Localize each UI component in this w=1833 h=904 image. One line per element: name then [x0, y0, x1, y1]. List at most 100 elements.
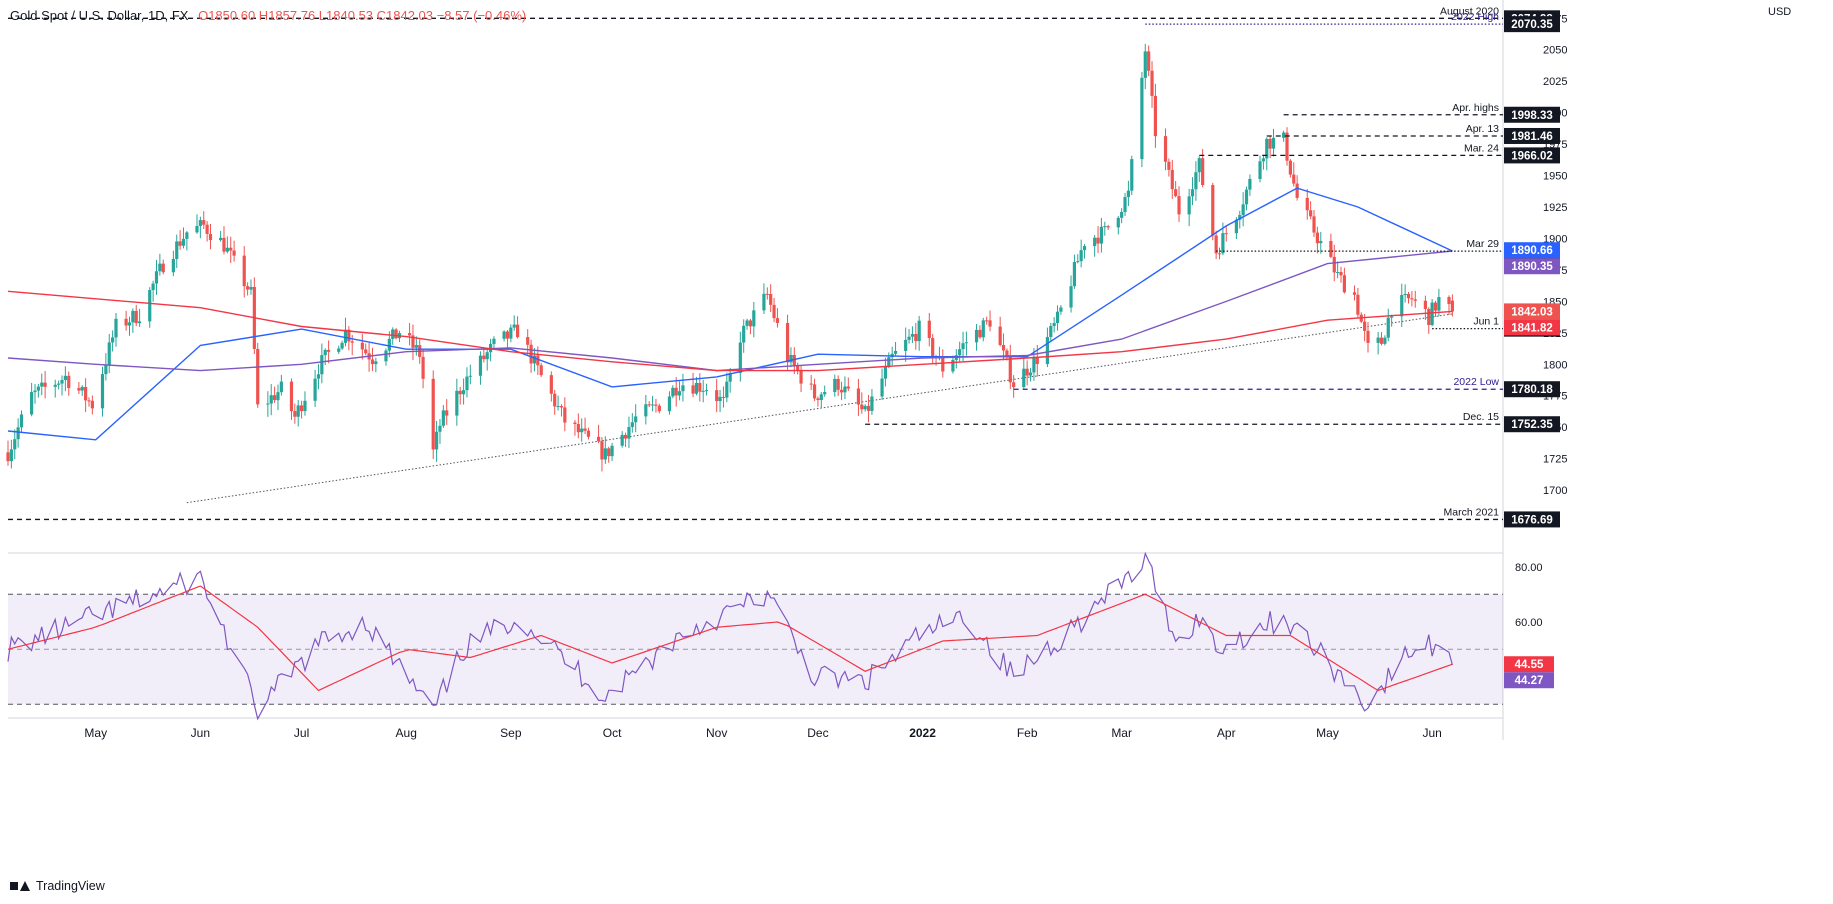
candle [90, 395, 94, 415]
candle-body [1082, 246, 1087, 251]
candle-body [654, 404, 658, 406]
candle-body [1005, 350, 1009, 358]
candle-body [819, 394, 823, 401]
candle-body [951, 359, 955, 372]
candle [461, 378, 466, 405]
candle [421, 349, 425, 389]
candle [478, 351, 483, 385]
candle [1093, 234, 1097, 257]
candle [1238, 210, 1242, 229]
candle-body [914, 333, 918, 342]
candle [33, 384, 37, 404]
candle [1244, 186, 1249, 211]
candle-body [974, 329, 979, 343]
candle [607, 446, 611, 463]
candle-body [607, 448, 611, 457]
time-axis: May Jun Jul Aug Sep Oct Nov Dec 2022 Feb Mar Apr May… [84, 726, 1441, 740]
candle-body [1055, 311, 1060, 324]
candle [769, 284, 773, 313]
candle-body [785, 322, 790, 363]
candle [1170, 159, 1174, 199]
candle [1130, 155, 1134, 196]
candle [927, 312, 931, 347]
candle-body [765, 293, 769, 295]
candle-body [208, 233, 213, 241]
candle [1167, 158, 1171, 177]
candle-body [445, 410, 449, 416]
candle-body [1217, 253, 1222, 255]
candle-body [1376, 337, 1380, 343]
candle [246, 282, 250, 296]
candle [704, 383, 709, 396]
candle [1045, 327, 1050, 368]
candle [441, 405, 445, 428]
candle-body [856, 388, 861, 405]
candle [1410, 291, 1414, 307]
candle-body [1126, 190, 1131, 198]
candle-body [1201, 158, 1205, 186]
candle [694, 376, 699, 396]
candle [698, 373, 702, 402]
candle [225, 236, 229, 254]
candle [1309, 201, 1313, 220]
candle-body [293, 411, 297, 417]
candle-body [131, 310, 135, 323]
candle [276, 384, 280, 411]
time-tick-label: Jun [191, 726, 210, 740]
candle [1433, 300, 1438, 317]
candle-body [931, 338, 935, 357]
candle-body [249, 287, 253, 290]
level-price-badge: 1998.33 [1504, 106, 1560, 123]
candle [502, 330, 506, 342]
candle-body [458, 390, 462, 395]
candle [40, 373, 44, 396]
candle [127, 316, 132, 336]
candle-body [63, 375, 67, 381]
candle [745, 318, 749, 330]
candle-body [515, 324, 520, 338]
candle-body [796, 365, 800, 371]
time-tick-label: Aug [396, 726, 417, 740]
candle-body [586, 430, 591, 437]
candle-body [927, 320, 931, 339]
candle [360, 333, 364, 360]
candle-body [40, 382, 44, 387]
tradingview-logo[interactable]: TradingView [10, 879, 105, 893]
candle-body [296, 405, 300, 417]
candle [1211, 182, 1215, 241]
candle-body [154, 271, 159, 284]
candle [455, 378, 459, 426]
candle-body [1170, 169, 1174, 190]
candle-body [671, 387, 675, 397]
candle-body [502, 331, 506, 339]
candle [434, 420, 439, 462]
candle [391, 327, 395, 345]
candle-body [1022, 368, 1026, 388]
candle-body [941, 357, 945, 372]
candle [148, 287, 152, 328]
candle [1201, 148, 1205, 188]
candle-body [1012, 382, 1016, 388]
candle [171, 250, 175, 277]
candle-body [1096, 237, 1100, 244]
candle [185, 231, 189, 251]
candle-body [860, 404, 864, 410]
candle [998, 316, 1002, 347]
time-tick-label: Nov [706, 726, 727, 740]
candle [19, 410, 24, 433]
candle [981, 317, 985, 342]
candle [198, 216, 202, 239]
candle [1400, 283, 1404, 327]
candle-body [87, 400, 91, 402]
candle [337, 345, 341, 354]
candle-body [748, 320, 753, 327]
badge-text: 1780.18 [1511, 384, 1553, 396]
candle [1190, 177, 1195, 206]
candle [1214, 230, 1218, 260]
candle [1379, 332, 1384, 346]
candle [181, 227, 186, 249]
candle-body [650, 404, 655, 406]
candle [917, 315, 921, 351]
candle [1265, 137, 1269, 171]
